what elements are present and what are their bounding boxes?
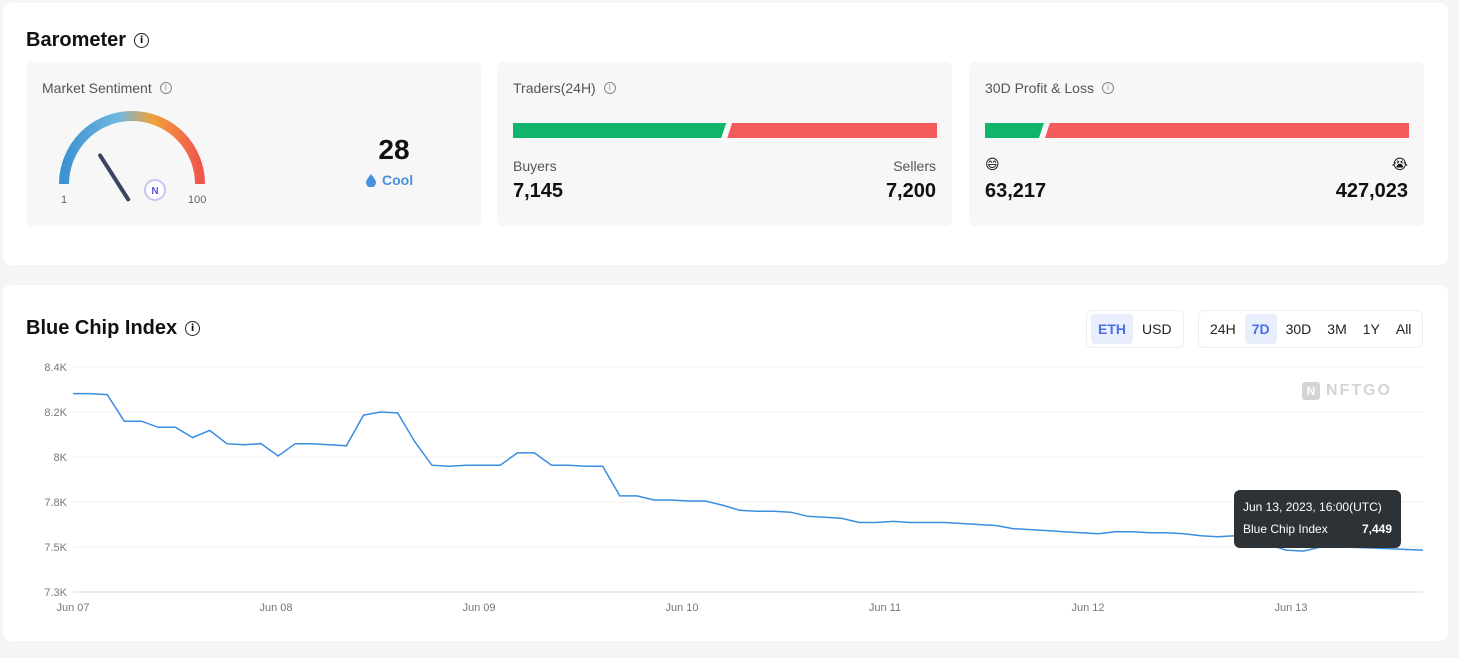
sentiment-value: 28 — [378, 134, 410, 165]
traders-title: Traders(24H) i — [513, 80, 616, 96]
range-toggle: 24H 7D 30D 3M 1Y All — [1198, 310, 1424, 348]
svg-text:N: N — [151, 186, 158, 197]
buyers-bar — [513, 123, 727, 138]
traders-panel: Traders(24H) i Buyers Sellers 7,145 7,20… — [497, 62, 952, 226]
range-all-toggle[interactable]: All — [1395, 321, 1412, 337]
tooltip-label: Blue Chip Index — [1243, 522, 1328, 536]
tooltip-row: Blue Chip Index 7,449 — [1243, 522, 1392, 536]
info-icon[interactable]: i — [1101, 82, 1114, 94]
profit-value: 63,217 — [985, 180, 1047, 202]
x-tick-label: Jun 09 — [462, 602, 495, 614]
series-line — [73, 392, 1424, 552]
range-24h-toggle[interactable]: 24H — [1210, 321, 1236, 337]
range-3m-toggle[interactable]: 3M — [1327, 321, 1347, 337]
x-tick-label: Jun 12 — [1071, 602, 1104, 614]
sellers-value: 7,200 — [885, 180, 936, 202]
nftgo-logo-icon — [144, 179, 166, 201]
gauge-needle — [98, 153, 131, 202]
barometer-title: Barometer i — [26, 29, 150, 52]
y-tick-label: 7.3K — [44, 587, 67, 599]
pnl-label: 30D Profit & Loss — [985, 80, 1094, 96]
blue-chip-index-card: Blue Chip Index i ETH USD 24H 7D 30D 3M … — [3, 285, 1448, 641]
tooltip-date: Jun 13, 2023, 16:00(UTC) — [1243, 500, 1382, 514]
blue-chip-title: Blue Chip Index i — [26, 317, 201, 340]
loss-bar — [1044, 123, 1409, 138]
range-1y-toggle[interactable]: 1Y — [1362, 321, 1380, 337]
currency-eth-toggle[interactable]: ETH — [1091, 314, 1133, 344]
sentiment-status-text: Cool — [382, 172, 414, 188]
y-tick-label: 7.8K — [44, 497, 67, 509]
tooltip-value: 7,449 — [1361, 522, 1392, 536]
traders-split-bar — [513, 123, 937, 138]
market-sentiment-title: Market Sentiment i — [42, 80, 172, 96]
currency-usd-toggle[interactable]: USD — [1142, 321, 1172, 337]
y-tick-label: 8.2K — [44, 407, 67, 419]
sentiment-status: Cool — [366, 172, 413, 188]
x-tick-label: Jun 13 — [1274, 602, 1307, 614]
x-tick-label: Jun 11 — [869, 602, 901, 614]
pnl-panel: 30D Profit & Loss i 😄 😭 63,217 427,023 — [969, 62, 1424, 226]
barometer-title-text: Barometer — [26, 29, 127, 51]
info-icon[interactable]: i — [159, 82, 172, 94]
profit-bar — [985, 123, 1044, 138]
watermark-text: NFTGO — [1326, 382, 1392, 399]
gauge-min-label: 1 — [61, 194, 68, 206]
water-drop-icon — [366, 173, 376, 187]
traders-label: Traders(24H) — [513, 80, 596, 96]
pnl-split-bar — [985, 123, 1409, 138]
nftgo-logo-icon: N — [1302, 382, 1320, 400]
buyers-label: Buyers — [513, 158, 557, 174]
sellers-bar — [727, 123, 937, 138]
x-tick-label: Jun 07 — [56, 602, 89, 614]
y-tick-label: 8.4K — [44, 362, 67, 374]
gauge-arc — [59, 111, 205, 185]
info-icon[interactable]: i — [134, 33, 150, 48]
y-tick-label: 8K — [54, 452, 68, 464]
range-7d-toggle[interactable]: 7D — [1244, 314, 1277, 344]
range-30d-toggle[interactable]: 30D — [1285, 321, 1312, 337]
currency-toggle: ETH USD — [1086, 310, 1184, 348]
pnl-title: 30D Profit & Loss i — [985, 80, 1114, 96]
sentiment-gauge: N — [59, 111, 205, 202]
info-icon[interactable]: i — [603, 82, 616, 94]
blue-chip-chart[interactable]: 8.4K 8.2K 8K 7.8K 7.5K 7.3K Jun 07 Jun 08 Jun 0… — [3, 350, 1448, 641]
buyers-value: 7,145 — [513, 180, 564, 202]
loss-value: 427,023 — [1335, 180, 1408, 202]
chart-tooltip: Jun 13, 2023, 16:00(UTC) Blue Chip Index… — [1234, 490, 1401, 548]
y-tick-label: 7.5K — [44, 542, 67, 554]
sellers-label: Sellers — [893, 158, 936, 174]
x-tick-label: Jun 08 — [259, 602, 292, 614]
market-sentiment-label: Market Sentiment — [42, 80, 152, 96]
x-tick-label: Jun 10 — [665, 602, 698, 614]
gauge-max-label: 100 — [188, 194, 207, 206]
market-sentiment-panel: Market Sentiment i N 1 100 28 Cool — [26, 62, 481, 226]
nftgo-watermark: N NFTGO — [1302, 382, 1392, 400]
barometer-card: Barometer i Market Sentiment i N 1 100 — [3, 3, 1448, 265]
crying-emoji-icon: 😭 — [1391, 157, 1408, 173]
info-icon[interactable]: i — [185, 321, 201, 336]
blue-chip-title-text: Blue Chip Index — [26, 317, 178, 339]
smile-emoji-icon: 😄 — [985, 157, 1000, 173]
